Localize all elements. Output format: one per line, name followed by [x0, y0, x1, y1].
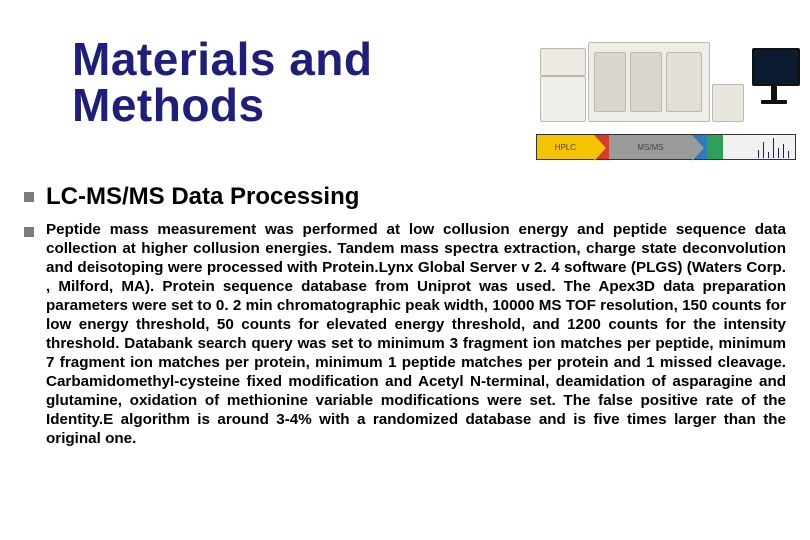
workflow-segment: MS/MS	[609, 135, 692, 159]
instrument-figure: HPLC MS/MS	[536, 30, 796, 160]
section-heading: LC-MS/MS Data Processing	[46, 183, 359, 211]
workflow-segment: HPLC	[537, 135, 594, 159]
instrument-drawing	[536, 30, 796, 130]
bullet-icon	[24, 192, 34, 202]
slide-title: Materials andMethods	[72, 36, 373, 128]
body-paragraph: Peptide mass measurement was performed a…	[46, 220, 786, 448]
spectrum-icon	[754, 136, 794, 158]
bullet-icon	[24, 227, 34, 237]
slide: Materials andMethods HPLC MS/MS	[0, 0, 810, 540]
monitor-icon	[752, 48, 796, 110]
workflow-segment-label: HPLC	[555, 143, 576, 152]
workflow-segment-label: MS/MS	[637, 143, 663, 152]
workflow-segment	[707, 135, 722, 159]
